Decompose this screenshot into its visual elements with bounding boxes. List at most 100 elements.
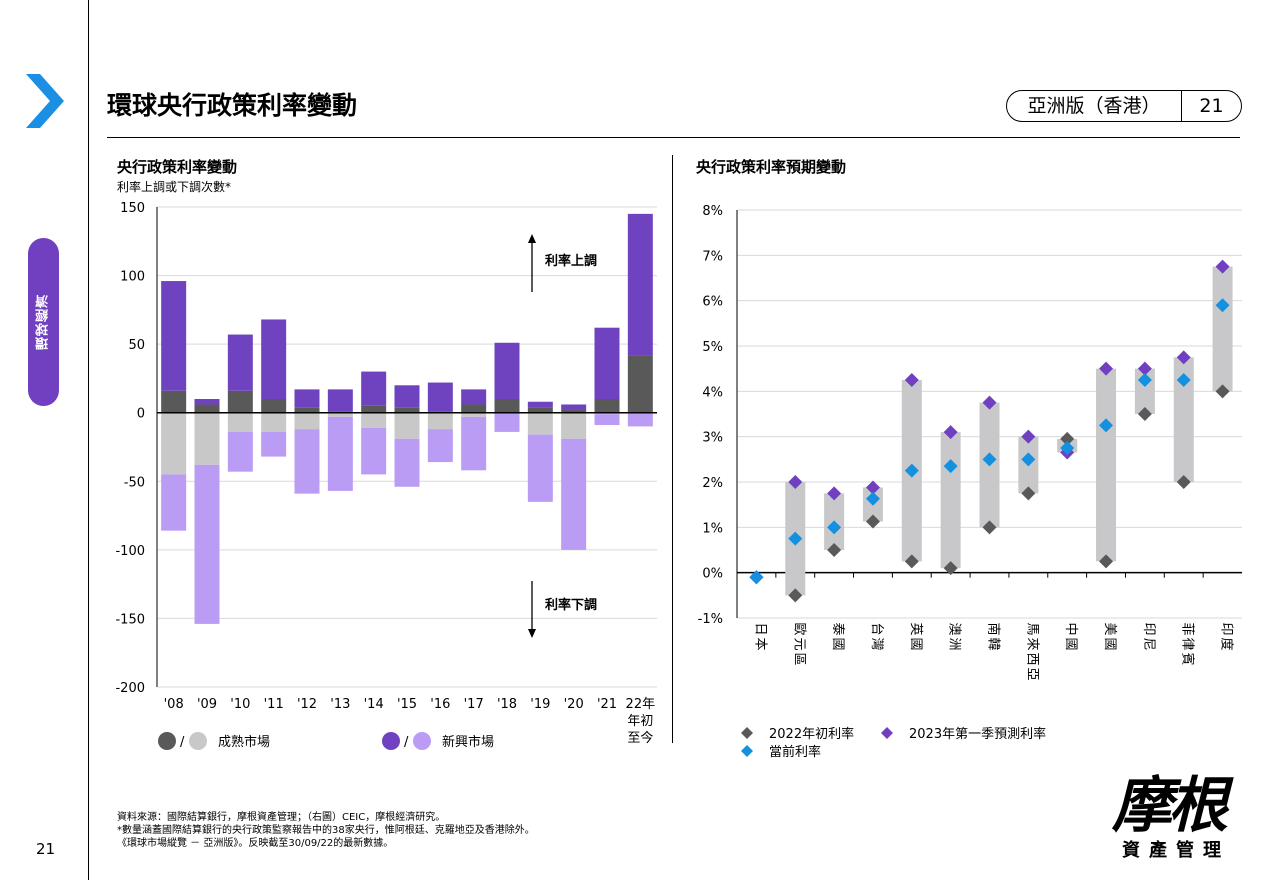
bar-segment bbox=[461, 416, 487, 471]
bar-segment bbox=[594, 414, 620, 426]
marker-forecast-rate bbox=[1137, 361, 1152, 376]
y-tick-label: 150 bbox=[120, 201, 145, 216]
marker-start-rate bbox=[943, 561, 958, 576]
x-tick-label: 澳 bbox=[947, 622, 963, 635]
x-tick-label: 韓 bbox=[986, 637, 1001, 650]
marker-start-rate bbox=[1137, 407, 1152, 421]
bar-segment bbox=[394, 412, 420, 439]
x-tick-label: '19 bbox=[530, 697, 550, 712]
section-tab[interactable]: 環球經濟 bbox=[28, 238, 59, 406]
rate-moves-bar-chart: 150 100 50 0 -50 -100 -150 -200 '08 '09 '10 '11 '12 '… bbox=[115, 201, 657, 750]
marker-forecast-rate bbox=[1099, 361, 1114, 376]
x-tick-label: 尼 bbox=[1141, 637, 1156, 650]
title-divider bbox=[107, 137, 1240, 138]
x-tick-label: 國 bbox=[1102, 637, 1117, 650]
bar-segment bbox=[261, 399, 287, 413]
x-tick-label: '10 bbox=[230, 697, 250, 712]
marker-current-rate bbox=[904, 463, 919, 478]
x-tick-label: 菲 bbox=[1180, 622, 1195, 635]
bar-segment bbox=[461, 404, 487, 413]
bar-segment bbox=[561, 438, 587, 550]
section-tab-label: 環球經濟 bbox=[36, 294, 51, 350]
bar-segment bbox=[161, 281, 187, 391]
marker-current-rate bbox=[1060, 441, 1075, 455]
bar-segment bbox=[527, 434, 553, 502]
logo-wordmark: 摩根 bbox=[1112, 771, 1228, 841]
bar-segment bbox=[427, 429, 453, 463]
x-tick-label: '14 bbox=[364, 697, 384, 712]
page-number: 21 bbox=[36, 840, 56, 858]
bar-segment bbox=[394, 438, 420, 487]
x-tick-label: '12 bbox=[297, 697, 317, 712]
bar-segment bbox=[561, 404, 587, 410]
bar-segment bbox=[561, 409, 587, 413]
legend-separator: / bbox=[404, 735, 409, 750]
marker-current-rate bbox=[1099, 418, 1114, 433]
marker-start-rate bbox=[827, 543, 842, 557]
marker-start-rate bbox=[1060, 431, 1075, 446]
bar-segment bbox=[461, 389, 487, 405]
bar-segment bbox=[627, 355, 653, 413]
marker-start-rate bbox=[1021, 486, 1036, 501]
legend-swatch-down bbox=[189, 732, 207, 750]
page-title: 環球央行政策利率變動 bbox=[107, 91, 358, 120]
x-tick-label: 西 bbox=[1024, 652, 1039, 665]
x-tick-label: '16 bbox=[430, 697, 450, 712]
legend-label: 新興市場 bbox=[442, 734, 494, 750]
bar-segment bbox=[361, 412, 387, 428]
legend-swatch-up bbox=[158, 732, 176, 750]
legend-marker bbox=[881, 727, 893, 739]
x-tick-label: 國 bbox=[908, 637, 923, 650]
marker-current-rate bbox=[982, 452, 997, 467]
marker-start-rate bbox=[1176, 475, 1191, 489]
x-tick-label: 馬 bbox=[1024, 622, 1039, 635]
region-badge: 亞洲版（香港） 21 bbox=[1006, 90, 1242, 122]
bar-segment bbox=[527, 401, 553, 408]
x-tick-label: 國 bbox=[830, 637, 845, 650]
y-tick-label: 3% bbox=[702, 431, 723, 446]
rate-expectations-chart: 8% 7% 6% 5% 4% 3% 2% 1% 0% -1% 日本 歐元區 泰國 台灣 英國 澳洲 南韓 馬來西亞… bbox=[698, 204, 1242, 760]
bar-segment bbox=[261, 412, 287, 432]
legend-swatch-up bbox=[382, 732, 400, 750]
bar-segment bbox=[327, 412, 353, 417]
marker-forecast-rate bbox=[788, 475, 803, 489]
range-band bbox=[1212, 266, 1233, 392]
y-tick-label: 2% bbox=[702, 476, 723, 491]
bar-segment bbox=[194, 464, 220, 624]
x-tick-label: 至今 bbox=[627, 730, 653, 746]
range-band bbox=[1173, 357, 1194, 482]
bar-segment bbox=[327, 389, 353, 412]
x-tick-label: 22年 bbox=[626, 697, 656, 712]
x-tick-label: 中 bbox=[1063, 622, 1078, 635]
annotation-rate-down: 利率下調 bbox=[545, 597, 597, 613]
bar-segment bbox=[161, 412, 187, 475]
chevron-right-icon bbox=[26, 74, 64, 128]
x-tick-label: 本 bbox=[752, 637, 767, 650]
y-tick-label: -100 bbox=[115, 544, 145, 559]
x-tick-label: '15 bbox=[397, 697, 417, 712]
bar-segment bbox=[261, 319, 287, 399]
x-tick-label: 英 bbox=[908, 622, 923, 635]
marker-forecast-rate bbox=[1176, 350, 1191, 365]
bar-segment bbox=[494, 342, 520, 399]
x-tick-label: 灣 bbox=[869, 637, 884, 650]
marker-current-rate bbox=[788, 531, 803, 546]
x-tick-label: '08 bbox=[164, 697, 184, 712]
marker-forecast-rate bbox=[904, 373, 919, 387]
x-tick-label: 區 bbox=[791, 652, 806, 665]
marker-forecast-rate bbox=[943, 425, 958, 440]
marker-current-rate bbox=[1021, 452, 1036, 467]
y-tick-label: 8% bbox=[702, 204, 723, 219]
legend-marker bbox=[741, 727, 753, 739]
marker-start-rate bbox=[904, 554, 919, 569]
x-tick-label: '17 bbox=[464, 697, 484, 712]
x-tick-label: 印 bbox=[1219, 622, 1234, 635]
left-chart-subtitle: 利率上調或下調次數* bbox=[117, 180, 232, 194]
x-tick-label: '18 bbox=[497, 697, 517, 712]
marker-current-rate bbox=[749, 570, 764, 585]
y-tick-label: 7% bbox=[702, 249, 723, 264]
chart-divider bbox=[672, 155, 673, 743]
x-tick-label: '11 bbox=[264, 697, 284, 712]
bar-segment bbox=[194, 399, 220, 405]
x-tick-label: 國 bbox=[1063, 637, 1078, 650]
